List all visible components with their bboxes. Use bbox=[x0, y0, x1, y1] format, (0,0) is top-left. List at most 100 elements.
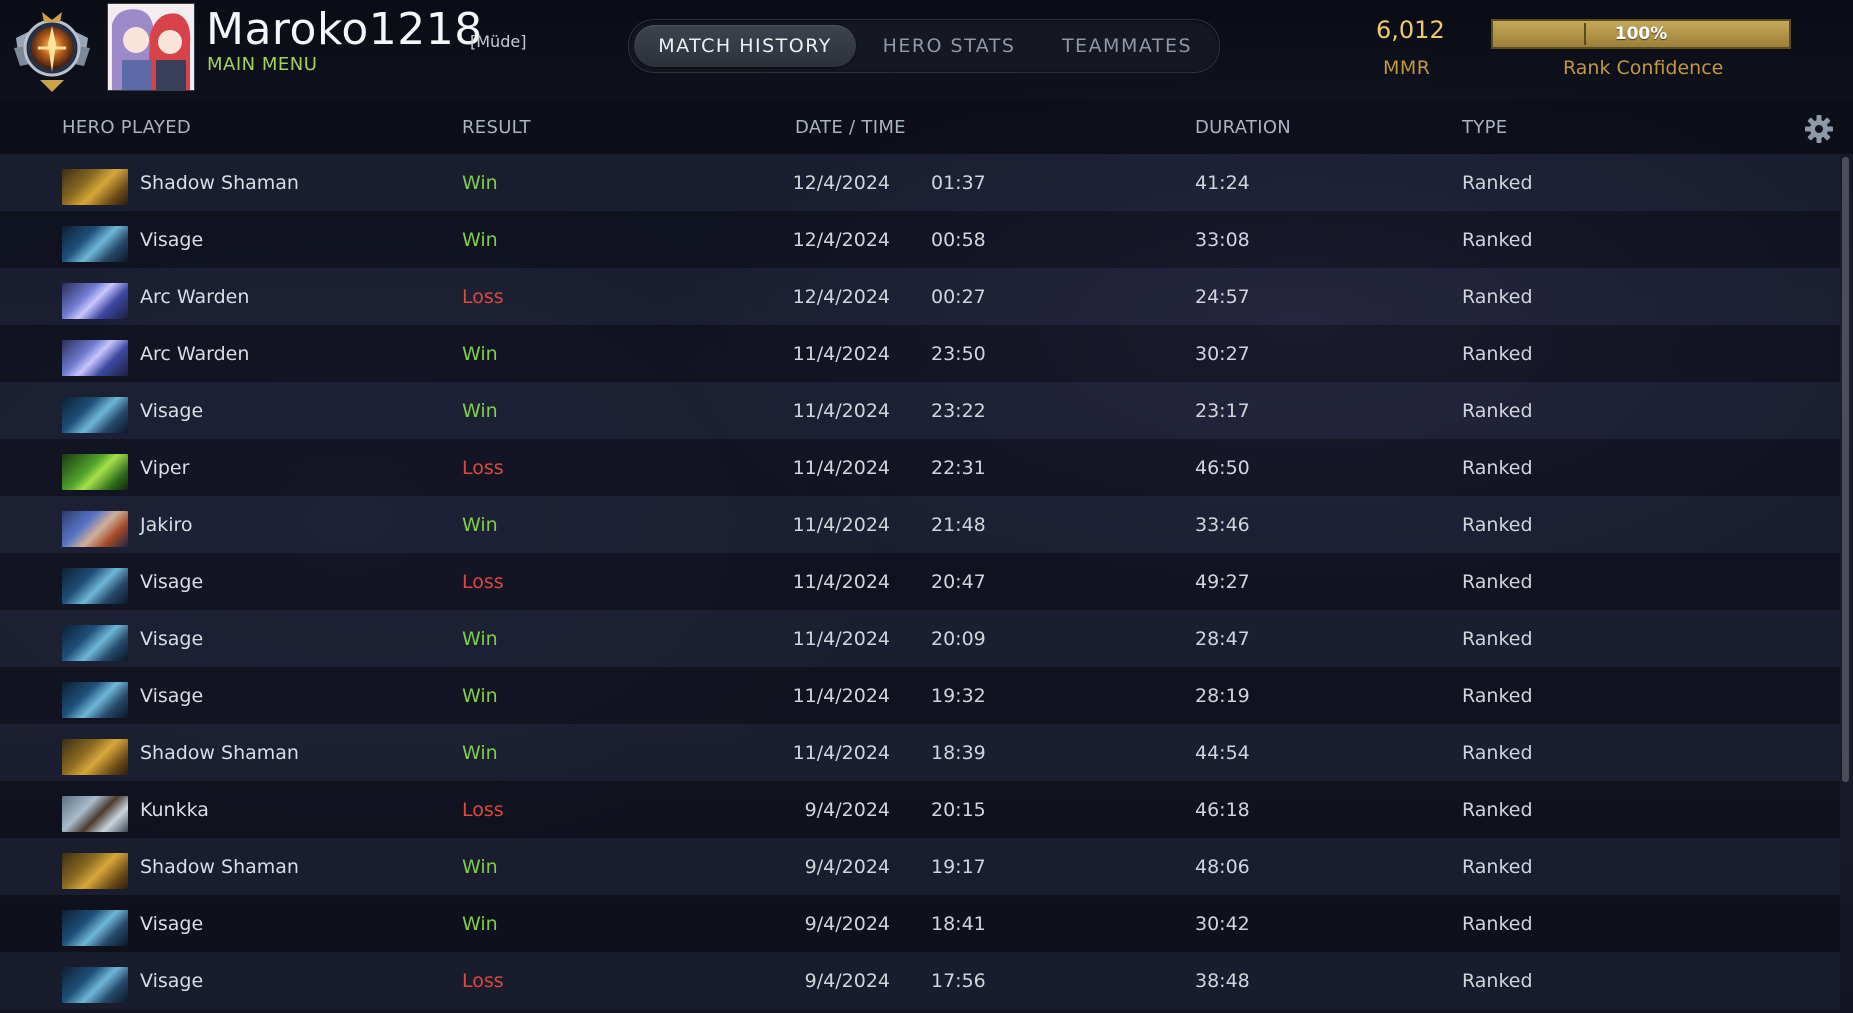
match-time: 19:32 bbox=[931, 685, 986, 707]
table-row[interactable]: Arc Warden Win 11/4/2024 23:50 30:27 Ranked bbox=[0, 325, 1840, 382]
match-date: 11/4/2024 bbox=[792, 571, 890, 593]
tab-hero-stats[interactable]: HERO STATS bbox=[882, 35, 1016, 57]
hero-name: Viper bbox=[140, 457, 190, 479]
hero-name: Visage bbox=[140, 970, 204, 992]
rank-confidence-fill bbox=[1493, 21, 1789, 47]
hero-name: Visage bbox=[140, 913, 204, 935]
column-header-type[interactable]: TYPE bbox=[1462, 117, 1508, 138]
player-tag: [Müde] bbox=[470, 32, 527, 51]
table-row[interactable]: Visage Win 11/4/2024 20:09 28:47 Ranked bbox=[0, 610, 1840, 667]
match-type: Ranked bbox=[1462, 685, 1533, 707]
table-row[interactable]: Visage Win 11/4/2024 23:22 23:17 Ranked bbox=[0, 382, 1840, 439]
match-time: 20:09 bbox=[931, 628, 986, 650]
tab-match-history[interactable]: MATCH HISTORY bbox=[634, 25, 856, 67]
match-time: 00:58 bbox=[931, 229, 986, 251]
rank-confidence-value: 100% bbox=[1614, 24, 1668, 44]
table-row[interactable]: Shadow Shaman Win 12/4/2024 01:37 41:24 Ranke… bbox=[0, 154, 1840, 211]
table-row[interactable]: Shadow Shaman Win 9/4/2024 19:17 48:06 Ranked bbox=[0, 838, 1840, 895]
scrollbar[interactable] bbox=[1842, 157, 1849, 782]
mmr-label: MMR bbox=[1383, 57, 1431, 79]
hero-portrait-icon bbox=[62, 340, 128, 376]
match-date: 11/4/2024 bbox=[792, 457, 890, 479]
player-name: Maroko1218 bbox=[206, 4, 483, 55]
column-header-date-time[interactable]: DATE / TIME bbox=[795, 117, 906, 138]
rank-confidence-bar: 100% bbox=[1491, 19, 1791, 49]
hero-name: Shadow Shaman bbox=[140, 172, 299, 194]
hero-name: Visage bbox=[140, 571, 204, 593]
table-row[interactable]: Visage Win 12/4/2024 00:58 33:08 Ranked bbox=[0, 211, 1840, 268]
table-row[interactable]: Visage Loss 11/4/2024 20:47 49:27 Ranked bbox=[0, 553, 1840, 610]
table-row[interactable]: Arc Warden Loss 12/4/2024 00:27 24:57 Ranked bbox=[0, 268, 1840, 325]
table-row[interactable]: Shadow Shaman Win 11/4/2024 18:39 44:54 Ranke… bbox=[0, 724, 1840, 781]
mmr-value: 6,012 bbox=[1376, 16, 1445, 44]
match-duration: 44:54 bbox=[1195, 742, 1250, 764]
hero-portrait-icon bbox=[62, 283, 128, 319]
match-type: Ranked bbox=[1462, 742, 1533, 764]
match-type: Ranked bbox=[1462, 571, 1533, 593]
hero-portrait-icon bbox=[62, 682, 128, 718]
hero-portrait-icon bbox=[62, 796, 128, 832]
hero-name: Arc Warden bbox=[140, 286, 250, 308]
main-menu-link[interactable]: MAIN MENU bbox=[207, 54, 318, 75]
match-type: Ranked bbox=[1462, 514, 1533, 536]
match-date: 11/4/2024 bbox=[792, 514, 890, 536]
hero-name: Arc Warden bbox=[140, 343, 250, 365]
table-row[interactable]: Viper Loss 11/4/2024 22:31 46:50 Ranked bbox=[0, 439, 1840, 496]
table-row[interactable]: Visage Loss 9/4/2024 17:56 38:48 Ranked bbox=[0, 952, 1840, 1009]
match-time: 20:15 bbox=[931, 799, 986, 821]
match-duration: 46:18 bbox=[1195, 799, 1250, 821]
avatar[interactable] bbox=[107, 3, 195, 91]
table-row[interactable]: Kunkka Loss 9/4/2024 20:15 46:18 Ranked bbox=[0, 781, 1840, 838]
gear-icon[interactable] bbox=[1804, 114, 1834, 144]
hero-portrait-icon bbox=[62, 226, 128, 262]
table-header: HERO PLAYED RESULT DATE / TIME DURATION … bbox=[0, 100, 1853, 154]
tab-bar: MATCH HISTORY HERO STATS TEAMMATES bbox=[628, 19, 1220, 73]
match-duration: 28:19 bbox=[1195, 685, 1250, 707]
match-result: Loss bbox=[462, 571, 504, 593]
match-date: 9/4/2024 bbox=[804, 913, 890, 935]
match-result: Win bbox=[462, 628, 498, 650]
table-row[interactable]: Visage Win 9/4/2024 18:41 30:42 Ranked bbox=[0, 895, 1840, 952]
match-result: Loss bbox=[462, 457, 504, 479]
match-time: 22:31 bbox=[931, 457, 986, 479]
hero-name: Visage bbox=[140, 628, 204, 650]
match-type: Ranked bbox=[1462, 628, 1533, 650]
match-time: 19:17 bbox=[931, 856, 986, 878]
column-header-hero[interactable]: HERO PLAYED bbox=[62, 117, 192, 138]
table-row[interactable]: Jakiro Win 11/4/2024 21:48 33:46 Ranked bbox=[0, 496, 1840, 553]
match-result: Win bbox=[462, 913, 498, 935]
hero-portrait-icon bbox=[62, 397, 128, 433]
column-header-duration[interactable]: DURATION bbox=[1195, 117, 1292, 138]
table-row[interactable]: Visage Win 11/4/2024 19:32 28:19 Ranked bbox=[0, 667, 1840, 724]
column-header-result[interactable]: RESULT bbox=[462, 117, 531, 138]
match-result: Win bbox=[462, 856, 498, 878]
hero-portrait-icon bbox=[62, 169, 128, 205]
match-duration: 30:42 bbox=[1195, 913, 1250, 935]
match-date: 11/4/2024 bbox=[792, 400, 890, 422]
match-result: Win bbox=[462, 514, 498, 536]
tab-teammates[interactable]: TEAMMATES bbox=[1061, 35, 1193, 57]
match-time: 18:41 bbox=[931, 913, 986, 935]
match-result: Win bbox=[462, 229, 498, 251]
match-date: 12/4/2024 bbox=[792, 286, 890, 308]
match-result: Win bbox=[462, 685, 498, 707]
match-duration: 28:47 bbox=[1195, 628, 1250, 650]
hero-portrait-icon bbox=[62, 739, 128, 775]
match-date: 9/4/2024 bbox=[804, 799, 890, 821]
match-time: 00:27 bbox=[931, 286, 986, 308]
match-type: Ranked bbox=[1462, 913, 1533, 935]
match-result: Win bbox=[462, 172, 498, 194]
hero-name: Visage bbox=[140, 685, 204, 707]
hero-portrait-icon bbox=[62, 910, 128, 946]
hero-name: Visage bbox=[140, 229, 204, 251]
hero-portrait-icon bbox=[62, 625, 128, 661]
match-time: 20:47 bbox=[931, 571, 986, 593]
match-type: Ranked bbox=[1462, 343, 1533, 365]
rank-medal-icon[interactable] bbox=[12, 8, 92, 94]
match-duration: 46:50 bbox=[1195, 457, 1250, 479]
match-result: Loss bbox=[462, 286, 504, 308]
match-duration: 41:24 bbox=[1195, 172, 1250, 194]
match-time: 23:50 bbox=[931, 343, 986, 365]
match-type: Ranked bbox=[1462, 799, 1533, 821]
match-type: Ranked bbox=[1462, 856, 1533, 878]
